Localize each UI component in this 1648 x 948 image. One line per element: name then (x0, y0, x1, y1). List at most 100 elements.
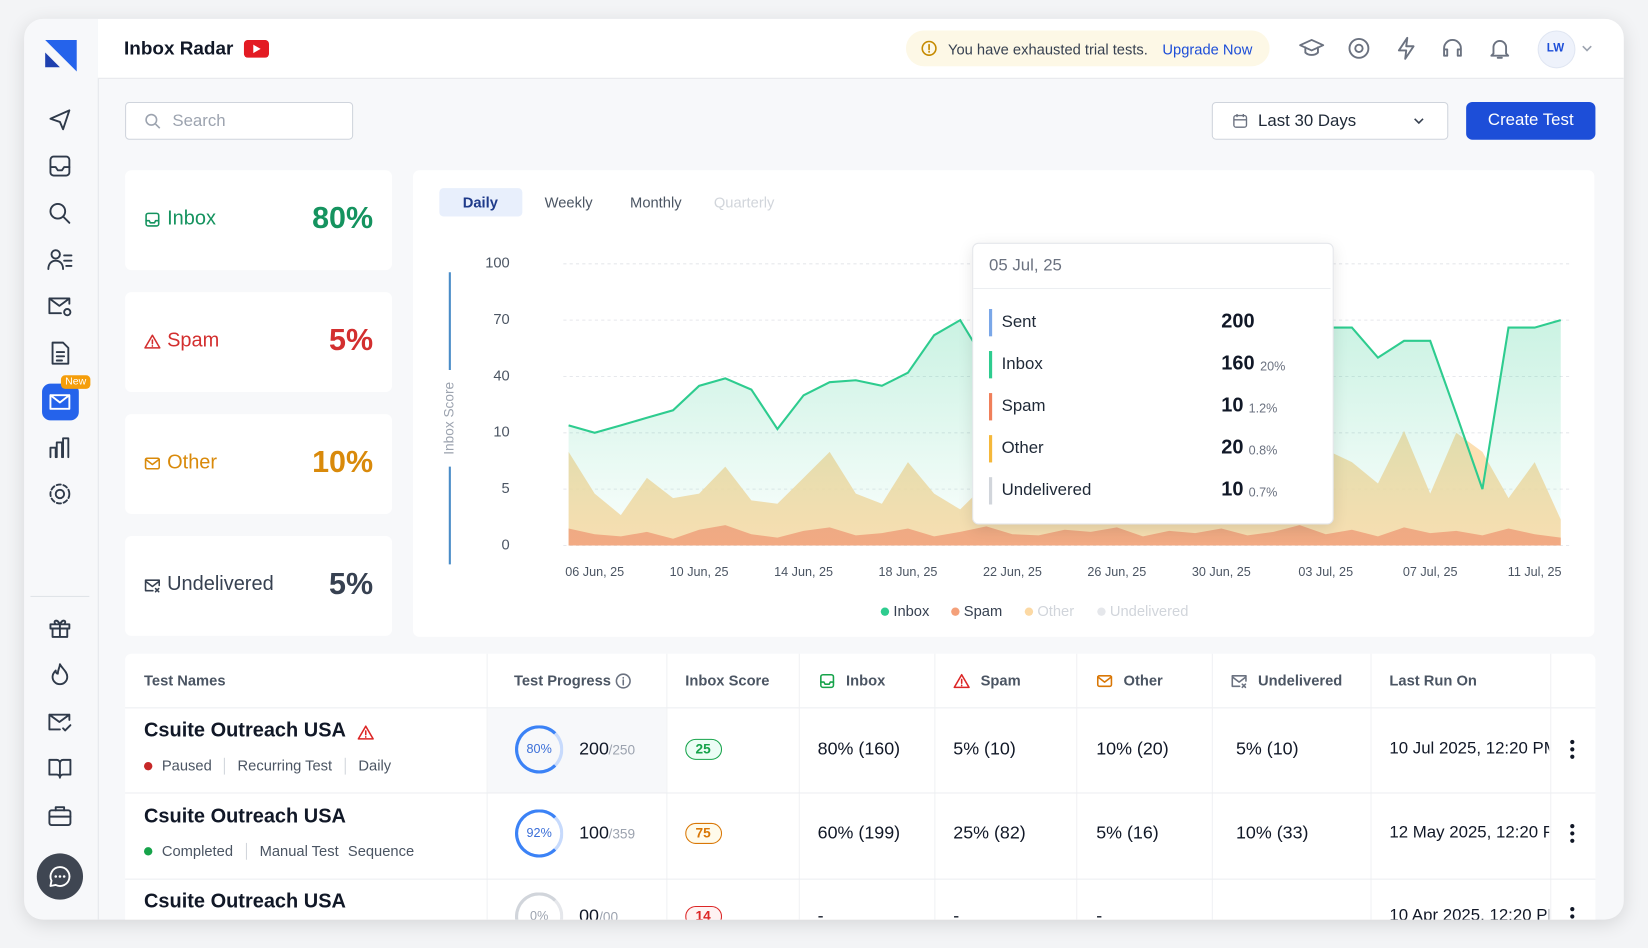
icon-part (48, 758, 72, 779)
icon-part (1490, 40, 1510, 59)
nav-contacts[interactable] (46, 246, 73, 273)
table-header: Test Names (143, 671, 226, 689)
legend-dot (880, 607, 890, 616)
avatar-chevron[interactable] (1582, 43, 1593, 54)
score: 14 (695, 907, 711, 920)
nav-mail-check[interactable] (46, 708, 73, 735)
legend-dot (951, 607, 960, 616)
nav-gift[interactable] (46, 614, 73, 641)
score-badge (685, 905, 723, 920)
tab[interactable]: Quarterly (713, 193, 775, 211)
nav-docs[interactable] (46, 339, 73, 366)
header (97, 18, 1624, 79)
progress-ring (514, 725, 564, 774)
tab[interactable]: Daily (462, 193, 498, 211)
nav-settings[interactable] (46, 480, 73, 507)
test-name[interactable]: Csuite Outreach USA (143, 805, 346, 828)
nav-send[interactable] (46, 106, 73, 133)
stat-icon (144, 577, 161, 594)
trial-banner (905, 30, 1270, 67)
bell-icon[interactable] (1486, 35, 1513, 62)
cell-inbox: - (817, 905, 824, 920)
icon-part (49, 866, 71, 887)
icon-part (49, 166, 71, 172)
stat-card (125, 414, 393, 514)
tooltip-bar (988, 477, 993, 505)
bolt-icon[interactable] (1393, 35, 1420, 62)
icon-part (49, 437, 70, 459)
icon-part (1299, 38, 1325, 56)
table-header: Other (1123, 671, 1163, 689)
nav-search[interactable] (46, 200, 73, 227)
icon-part (1570, 823, 1575, 843)
legend-label[interactable]: Other (1037, 602, 1075, 620)
search-box[interactable] (125, 101, 354, 140)
last-run: 12 May 2025, 12:20 PM (1389, 823, 1549, 842)
tooltip-value: 20 (1221, 436, 1244, 459)
nav-mail-settings[interactable] (46, 292, 73, 319)
nav-reports[interactable] (46, 434, 73, 461)
icon-part (54, 488, 66, 500)
support-icon[interactable] (1439, 35, 1466, 62)
legend-label[interactable]: Undelivered (1109, 602, 1189, 620)
header-icon (953, 673, 970, 690)
icon-part (49, 155, 71, 177)
icon-part (1233, 114, 1248, 128)
icon-part (921, 40, 937, 56)
table-header: Spam (980, 671, 1021, 689)
nav-briefcase[interactable] (46, 802, 73, 829)
row-menu[interactable] (1566, 906, 1579, 920)
x-tick-label: 06 Jun, 25 (565, 565, 624, 579)
chrome-icon[interactable] (1345, 35, 1372, 62)
row-rule (125, 792, 1596, 794)
date-dropdown[interactable] (1211, 101, 1449, 140)
x-tick-label: 11 Jul, 25 (1508, 565, 1562, 579)
icon-part (1570, 739, 1575, 759)
stat-icon (144, 455, 161, 472)
icon-part (145, 219, 160, 224)
tooltip-name: Inbox (1001, 355, 1043, 374)
last-run-clip: 12 May 2025, 12:20 PM (1389, 821, 1549, 846)
tooltip-divider (973, 287, 1331, 290)
cell-spam: 5% (10) (953, 738, 1016, 759)
cell-other: 5% (16) (1096, 822, 1159, 843)
progress-total: /359 (608, 825, 636, 842)
youtube-icon[interactable] (243, 39, 270, 58)
row-menu[interactable] (1566, 823, 1579, 844)
icon-part (1570, 838, 1575, 843)
tooltip-date: 05 Jul, 25 (988, 256, 1062, 275)
nav-book[interactable] (46, 755, 73, 782)
academy-icon[interactable] (1298, 35, 1325, 62)
icon-part (615, 673, 631, 689)
icon-part (49, 619, 71, 638)
y-tick-label: 40 (493, 368, 509, 384)
test-name[interactable]: Csuite Outreach USA (143, 719, 346, 742)
row-menu[interactable] (1566, 739, 1579, 760)
cell-inbox: 80% (160) (817, 738, 901, 759)
x-tick-label: 18 Jun, 25 (879, 565, 938, 579)
avatar[interactable] (1537, 30, 1576, 69)
progress-percent: 80% (526, 741, 552, 757)
icon-part (357, 725, 374, 740)
legend-label[interactable]: Inbox (893, 602, 930, 620)
icon-part (144, 458, 161, 466)
tooltip-share: 0.7% (1248, 484, 1278, 500)
legend-label[interactable]: Spam (963, 602, 1003, 620)
tooltip-name: Sent (1001, 313, 1037, 332)
cell-spam: 25% (82) (953, 822, 1026, 843)
create-test-button[interactable]: Create Test (1466, 101, 1596, 140)
test-name[interactable]: Csuite Outreach USA (143, 890, 346, 913)
last-run: 10 Jul 2025, 12:20 PM (1389, 739, 1550, 758)
icon-part (50, 249, 61, 260)
icon-part (144, 457, 161, 470)
tab[interactable]: Weekly (544, 193, 593, 211)
upgrade-link[interactable]: Upgrade Now (1162, 40, 1253, 58)
tooltip-share: 0.8% (1248, 442, 1278, 458)
test-type: Manual Test (259, 842, 339, 859)
icon-part (144, 579, 161, 593)
tab[interactable]: Monthly (630, 193, 682, 211)
y-tick-label: 10 (493, 425, 509, 441)
nav-inbox[interactable] (46, 152, 73, 179)
column-divider (798, 653, 800, 920)
nav-fire[interactable] (46, 661, 73, 688)
